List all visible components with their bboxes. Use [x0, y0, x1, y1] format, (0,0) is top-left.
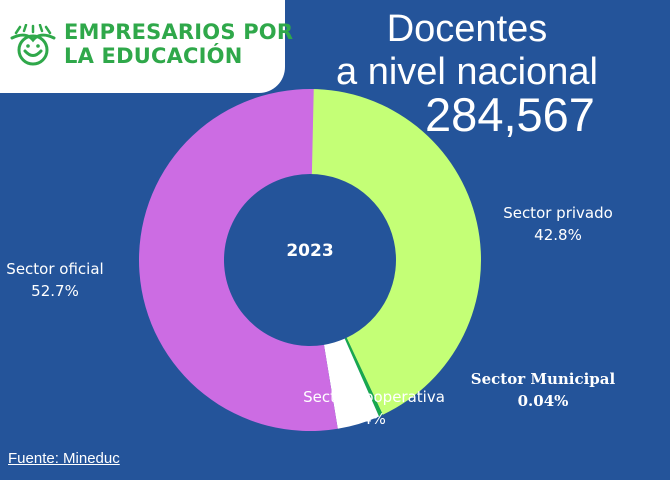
sector-privado-name-label: Sector privado: [503, 204, 613, 222]
slice-sector-municipal: [344, 337, 383, 417]
slice-sector-oficial: [138, 89, 338, 432]
logo-wordmark: EMPRESARIOS POR LA EDUCACIÓN: [64, 20, 293, 68]
sector-cooperativa-name-label: Sector cooperativa: [303, 388, 445, 406]
logo-line-1: EMPRESARIOS POR: [64, 20, 294, 44]
smiling-book-icon: [10, 24, 56, 66]
sector-oficial-name-label: Sector oficial: [6, 260, 103, 278]
center-year-label: 2023: [286, 241, 333, 261]
total-teachers: 284,567: [425, 88, 595, 141]
page-title: Docentes a nivel nacional: [292, 8, 642, 94]
source-note: Fuente: Mineduc: [8, 450, 120, 467]
sector-privado-value-label: 42.8%: [534, 226, 582, 244]
sector-municipal-value-label: 0.04%: [518, 392, 569, 410]
sector-oficial-value-label: 52.7%: [31, 282, 79, 300]
sector-cooperativa-value-label: 4%: [362, 410, 386, 428]
logo-card: EMPRESARIOS POR LA EDUCACIÓN: [0, 0, 293, 93]
title-line-1: Docentes: [386, 8, 548, 50]
slice-sector-privado: [310, 89, 482, 415]
slice-sector-cooperativa: [323, 338, 380, 429]
sector-municipal-name-label: Sector Municipal: [471, 370, 616, 388]
title-line-2: a nivel nacional: [336, 51, 598, 93]
logo-line-2: LA EDUCACIÓN: [64, 44, 243, 68]
